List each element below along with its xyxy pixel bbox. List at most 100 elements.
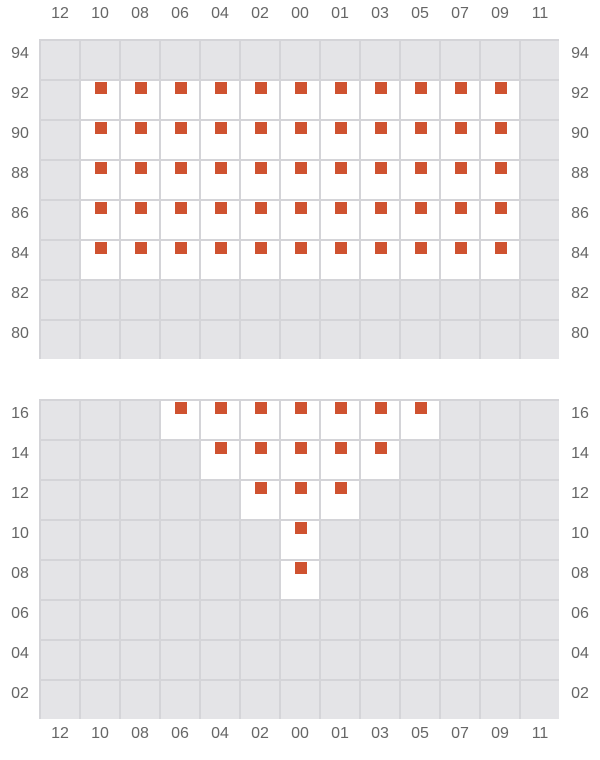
seat-selected[interactable] (361, 161, 399, 199)
seat[interactable] (441, 321, 479, 359)
seat[interactable] (281, 41, 319, 79)
seat-selected[interactable] (481, 241, 519, 279)
seat[interactable] (121, 481, 159, 519)
seat-selected[interactable] (161, 121, 199, 159)
seat-selected[interactable] (241, 201, 279, 239)
seat-selected[interactable] (281, 161, 319, 199)
seat[interactable] (281, 321, 319, 359)
seat[interactable] (441, 441, 479, 479)
seat-selected[interactable] (281, 81, 319, 119)
seat[interactable] (201, 481, 239, 519)
seat[interactable] (41, 81, 79, 119)
seat[interactable] (521, 401, 559, 439)
seat[interactable] (161, 441, 199, 479)
seat-selected[interactable] (361, 201, 399, 239)
seat-selected[interactable] (161, 201, 199, 239)
seat[interactable] (241, 681, 279, 719)
seat[interactable] (81, 41, 119, 79)
seat[interactable] (41, 681, 79, 719)
seat-selected[interactable] (441, 81, 479, 119)
seat-selected[interactable] (81, 241, 119, 279)
seat[interactable] (281, 281, 319, 319)
seat-selected[interactable] (321, 401, 359, 439)
seat[interactable] (41, 641, 79, 679)
seat-selected[interactable] (401, 201, 439, 239)
seat[interactable] (401, 441, 439, 479)
seat[interactable] (441, 641, 479, 679)
seat-selected[interactable] (201, 401, 239, 439)
seat[interactable] (81, 561, 119, 599)
seat[interactable] (41, 241, 79, 279)
seat[interactable] (81, 401, 119, 439)
seat[interactable] (481, 281, 519, 319)
seat-selected[interactable] (321, 441, 359, 479)
seat[interactable] (121, 41, 159, 79)
seat[interactable] (481, 601, 519, 639)
seat-selected[interactable] (361, 441, 399, 479)
seat[interactable] (521, 121, 559, 159)
seat-selected[interactable] (121, 201, 159, 239)
seat[interactable] (201, 681, 239, 719)
seat[interactable] (361, 601, 399, 639)
seat-selected[interactable] (241, 401, 279, 439)
seat[interactable] (241, 641, 279, 679)
seat-selected[interactable] (281, 521, 319, 559)
seat[interactable] (201, 641, 239, 679)
seat[interactable] (241, 281, 279, 319)
seat-selected[interactable] (121, 241, 159, 279)
seat[interactable] (81, 481, 119, 519)
seat-selected[interactable] (281, 481, 319, 519)
seat[interactable] (201, 561, 239, 599)
seat[interactable] (321, 601, 359, 639)
seat[interactable] (241, 41, 279, 79)
seat-selected[interactable] (161, 161, 199, 199)
seat[interactable] (161, 681, 199, 719)
seat-selected[interactable] (361, 121, 399, 159)
seat[interactable] (121, 281, 159, 319)
seat-selected[interactable] (361, 401, 399, 439)
seat[interactable] (41, 441, 79, 479)
seat[interactable] (521, 641, 559, 679)
seat-selected[interactable] (481, 121, 519, 159)
seat[interactable] (281, 641, 319, 679)
seat[interactable] (41, 521, 79, 559)
seat[interactable] (81, 321, 119, 359)
seat-selected[interactable] (401, 81, 439, 119)
seat-selected[interactable] (321, 241, 359, 279)
seat[interactable] (41, 561, 79, 599)
seat[interactable] (81, 441, 119, 479)
seat[interactable] (521, 441, 559, 479)
seat-selected[interactable] (361, 81, 399, 119)
seat[interactable] (41, 281, 79, 319)
seat[interactable] (321, 521, 359, 559)
seat[interactable] (401, 601, 439, 639)
seat[interactable] (481, 441, 519, 479)
seat-selected[interactable] (441, 241, 479, 279)
seat[interactable] (481, 641, 519, 679)
seat[interactable] (361, 561, 399, 599)
seat[interactable] (401, 521, 439, 559)
seat-selected[interactable] (281, 401, 319, 439)
seat[interactable] (321, 41, 359, 79)
seat[interactable] (401, 41, 439, 79)
seat-selected[interactable] (121, 161, 159, 199)
seat[interactable] (241, 601, 279, 639)
seat[interactable] (481, 521, 519, 559)
seat-selected[interactable] (321, 481, 359, 519)
seat[interactable] (401, 681, 439, 719)
seat-selected[interactable] (281, 121, 319, 159)
seat[interactable] (321, 641, 359, 679)
seat[interactable] (121, 641, 159, 679)
seat-selected[interactable] (481, 161, 519, 199)
seat[interactable] (521, 241, 559, 279)
seat-selected[interactable] (321, 161, 359, 199)
seat[interactable] (321, 281, 359, 319)
seat[interactable] (441, 281, 479, 319)
seat[interactable] (41, 321, 79, 359)
seat[interactable] (401, 561, 439, 599)
seat-selected[interactable] (241, 161, 279, 199)
seat[interactable] (401, 481, 439, 519)
seat-selected[interactable] (161, 401, 199, 439)
seat[interactable] (81, 681, 119, 719)
seat[interactable] (201, 281, 239, 319)
